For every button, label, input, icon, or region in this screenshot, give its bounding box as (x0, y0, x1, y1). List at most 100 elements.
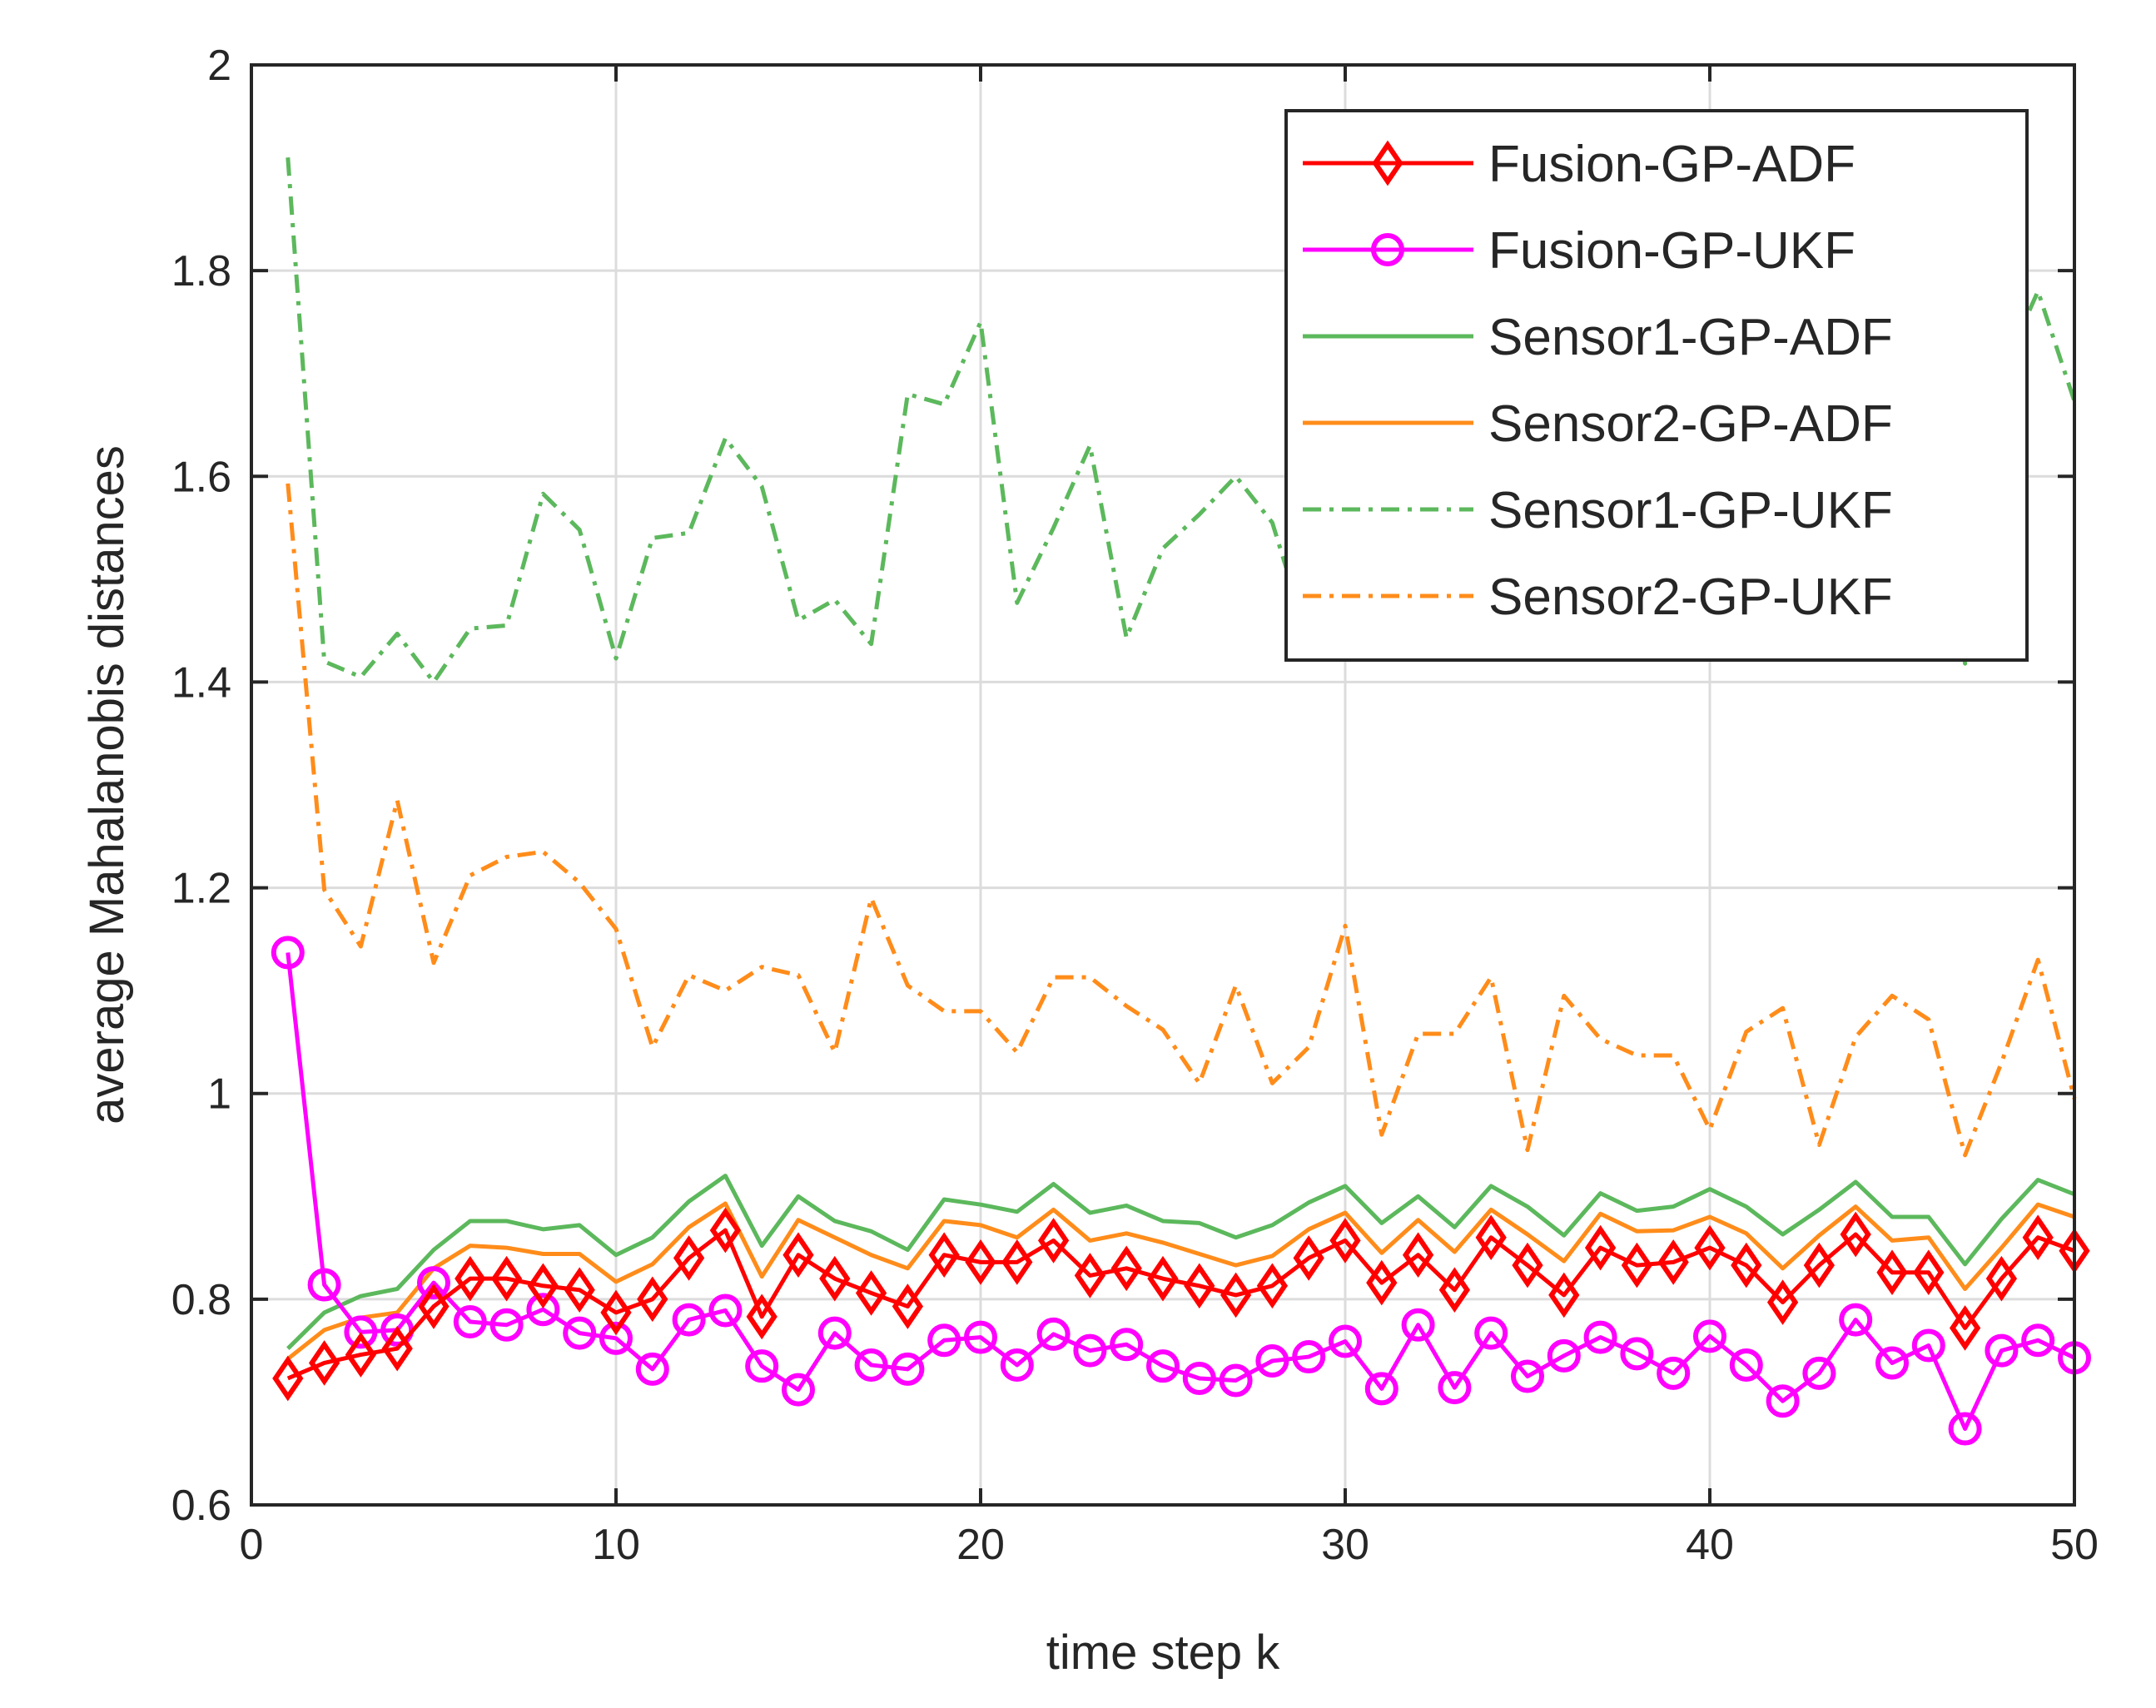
y-tick-label: 2 (207, 42, 231, 90)
series-fusion-gp-adf (272, 1207, 2090, 1402)
data-point-marker (1583, 1320, 1617, 1354)
data-point-marker (892, 1283, 924, 1329)
y-tick-label: 1.2 (171, 865, 231, 913)
data-point-marker (1731, 1242, 1762, 1288)
data-point-marker (855, 1270, 887, 1316)
legend-entry: Sensor1-GP-UKF (1303, 482, 1893, 539)
data-point-marker (1766, 1384, 1800, 1418)
data-point-marker (599, 1321, 633, 1355)
data-point-marker (1256, 1263, 1289, 1309)
y-tick-label: 1.4 (171, 658, 231, 707)
data-point-marker (1438, 1371, 1472, 1405)
x-tick-label: 10 (592, 1521, 640, 1569)
x-tick-label: 0 (240, 1521, 264, 1569)
data-point-marker (307, 1268, 341, 1302)
data-point-marker (489, 1308, 524, 1342)
plot-frame (250, 63, 2076, 1507)
data-point-marker (1876, 1249, 1908, 1296)
data-point-marker (891, 1352, 925, 1386)
legend-label: Fusion-GP-UKF (1488, 222, 1855, 280)
data-point-marker (455, 1255, 486, 1302)
data-point-marker (709, 1207, 742, 1254)
data-point-marker (708, 1293, 743, 1328)
data-point-marker (1949, 1305, 1981, 1351)
legend-label: Sensor1-GP-ADF (1488, 309, 1893, 366)
series-line (286, 483, 2077, 1158)
legend-marker (1371, 233, 1404, 266)
legend-entry: Fusion-GP-UKF (1303, 222, 1855, 280)
data-point-marker (1182, 1362, 1216, 1396)
data-point-marker (964, 1320, 997, 1354)
data-point-marker (745, 1349, 779, 1383)
data-point-marker (381, 1325, 413, 1372)
data-point-marker (527, 1263, 559, 1309)
data-point-marker (2021, 1323, 2055, 1358)
legend-label: Sensor2-GP-ADF (1488, 395, 1893, 453)
series-line (286, 1201, 2075, 1361)
data-point-marker (928, 1232, 960, 1279)
data-point-marker (308, 1340, 340, 1386)
data-point-marker (1220, 1272, 1252, 1318)
data-point-marker (1693, 1319, 1726, 1353)
data-point-marker (453, 1305, 487, 1339)
legend-label: Fusion-GP-ADF (1488, 136, 1855, 193)
data-point-marker (1948, 1412, 1982, 1446)
data-point-marker (1512, 1242, 1543, 1288)
data-point-marker (1366, 1259, 1398, 1306)
data-point-marker (673, 1235, 705, 1281)
y-axis-label: average Mahalanobis distances (80, 445, 134, 1125)
series-sensor1-gp-adf (286, 1174, 2075, 1350)
legend: Fusion-GP-ADF Fusion-GP-UKF Sensor1-GP-ADF… (1284, 109, 2029, 662)
data-point-marker (1364, 1372, 1398, 1406)
data-point-marker (600, 1289, 632, 1336)
data-point-marker (1657, 1356, 1691, 1390)
data-point-marker (1000, 1348, 1034, 1382)
data-point-marker (782, 1373, 815, 1407)
data-point-marker (1474, 1316, 1508, 1350)
y-tick-label: 1 (207, 1070, 231, 1119)
data-point-marker (1255, 1344, 1289, 1378)
data-point-marker (1293, 1235, 1324, 1281)
data-point-marker (1875, 1346, 1909, 1380)
data-point-marker (344, 1315, 378, 1349)
data-point-marker (1839, 1303, 1873, 1337)
data-point-marker (1037, 1218, 1070, 1264)
series-line (286, 952, 2076, 1432)
data-point-marker (1073, 1333, 1107, 1368)
data-point-marker (817, 1316, 852, 1350)
x-tick-label: 40 (1686, 1521, 1734, 1569)
data-point-marker (746, 1293, 777, 1340)
series-line (286, 1174, 2075, 1350)
data-point-marker (563, 1316, 597, 1350)
data-point-marker (1620, 1337, 1654, 1371)
data-point-marker (782, 1232, 814, 1279)
data-point-marker (1547, 1338, 1581, 1373)
data-point-marker (1110, 1245, 1142, 1292)
data-point-marker (1402, 1232, 1434, 1279)
data-point-marker (1401, 1308, 1435, 1342)
y-tick-label: 1.6 (171, 453, 231, 501)
data-point-marker (526, 1293, 560, 1327)
data-point-marker (1036, 1317, 1071, 1351)
data-point-marker (1511, 1359, 1544, 1393)
series-sensor2-gp-adf (286, 1201, 2075, 1361)
legend-entry: Sensor1-GP-ADF (1303, 309, 1893, 366)
data-point-marker (1840, 1211, 1871, 1258)
data-point-marker (1657, 1239, 1689, 1285)
data-point-marker (1438, 1267, 1471, 1313)
data-point-marker (1001, 1239, 1033, 1285)
data-point-marker (2022, 1214, 2054, 1261)
data-point-marker (1766, 1279, 1799, 1325)
data-point-marker (1913, 1249, 1945, 1296)
legend-marker (1372, 140, 1403, 186)
data-point-marker (1985, 1255, 2018, 1302)
legend-entry: Sensor2-GP-ADF (1303, 395, 1893, 453)
axis-ticks: 0 10 20 30 40 50 0.6 0.8 1 1.2 1.4 1.6 1.8 2 (171, 42, 2099, 1569)
x-tick-label: 20 (956, 1521, 1005, 1569)
y-tick-label: 0.6 (171, 1482, 231, 1530)
y-tick-label: 1.8 (171, 247, 231, 295)
series-sensor2-gp-ukf (286, 483, 2077, 1158)
data-point-marker (345, 1332, 377, 1378)
legend-entry: Sensor2-GP-UKF (1303, 569, 1893, 626)
